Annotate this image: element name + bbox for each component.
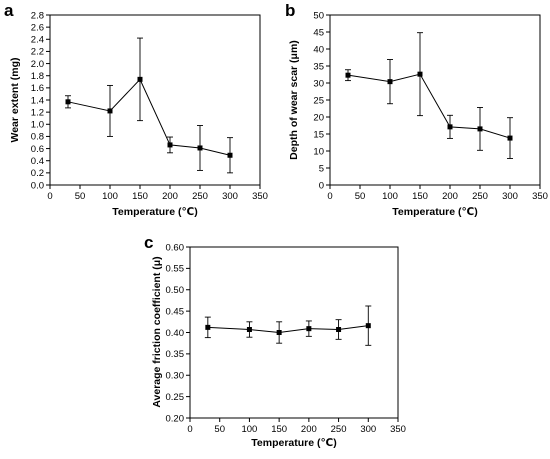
panel-b-data-point — [447, 124, 453, 130]
panel-b-y-tick-label: 5 — [319, 163, 324, 174]
panel-b-x-tick-label: 200 — [442, 191, 458, 202]
panel-c-x-axis-label: Temperature (℃) — [251, 437, 336, 449]
panel-c-series-line — [207, 325, 369, 334]
panel-a-y-tick-label: 0.6 — [31, 144, 44, 155]
panel-b-x-axis-label: Temperature (℃) — [392, 206, 477, 218]
panel-c-letter: c — [144, 233, 153, 252]
panel-a-y-tick-label: 1.2 — [31, 107, 44, 118]
panel-a-x-tick-label: 100 — [102, 191, 118, 202]
panel-a-y-tick-label: 1.8 — [31, 71, 44, 82]
panel-c-y-tick-label: 0.25 — [166, 392, 185, 403]
panel-a-x-tick-label: 0 — [47, 191, 52, 202]
panel-c-data-point — [365, 323, 371, 329]
panel-a-y-axis-label: Wear extent (mg) — [9, 58, 21, 143]
panel-a-series-line — [67, 78, 231, 156]
panel-b-y-tick-label: 10 — [313, 146, 324, 157]
panel-b-x-tick-label: 350 — [532, 191, 548, 202]
panel-a-x-tick-label: 200 — [162, 191, 178, 202]
panel-a-x-tick-label: 250 — [192, 191, 208, 202]
panel-b-data-point — [477, 126, 483, 132]
panel-b-data-point — [417, 71, 423, 77]
panel-a-x-axis-label: Temperature (℃) — [112, 206, 197, 218]
panel-a-x-tick-label: 50 — [75, 191, 86, 202]
panel-c-y-tick-label: 0.50 — [166, 285, 185, 296]
panel-a-data-point — [65, 99, 71, 105]
panel-a-y-tick-label: 0.8 — [31, 132, 44, 143]
panel-b-y-tick-label: 35 — [313, 61, 324, 72]
panel-a-data-point — [197, 145, 203, 151]
panel-a-x-tick-label: 150 — [132, 191, 148, 202]
panel-b-y-tick-label: 25 — [313, 95, 324, 106]
panel-b-x-tick-label: 50 — [355, 191, 366, 202]
panel-a-y-tick-label: 2.8 — [31, 10, 44, 21]
panel-b-series-line — [347, 73, 511, 139]
panel-c-frame — [189, 246, 399, 419]
panel-a-y-tick-label: 2.4 — [31, 35, 44, 46]
panel-a-y-tick-label: 2.6 — [31, 22, 44, 33]
panel-c-y-tick-label: 0.45 — [166, 306, 185, 317]
panel-c-data-point — [246, 327, 252, 333]
panel-a-data-point — [167, 142, 173, 148]
panel-c-y-tick-label: 0.40 — [166, 328, 185, 339]
panel-a-y-tick-label: 2.2 — [31, 47, 44, 58]
panel-a-x-tick-label: 350 — [252, 191, 268, 202]
panel-b-data-point — [507, 135, 513, 141]
panel-b-x-tick-label: 150 — [412, 191, 428, 202]
panel-b-y-tick-label: 20 — [313, 112, 324, 123]
panel-b-data-point — [345, 72, 351, 78]
panel-c-x-tick-label: 100 — [241, 424, 257, 435]
panel-b-y-tick-label: 30 — [313, 78, 324, 89]
panel-c-x-tick-label: 350 — [390, 424, 406, 435]
panel-a-y-tick-label: 1.4 — [31, 95, 44, 106]
panel-a-data-point — [107, 108, 113, 114]
panel-b-x-tick-label: 100 — [382, 191, 398, 202]
panel-c-data-point — [306, 326, 312, 332]
panel-a-frame — [49, 14, 261, 186]
panel-b-y-tick-label: 15 — [313, 129, 324, 140]
panel-b-y-axis-label: Depth of wear scar (μm) — [288, 40, 300, 160]
panel-c-y-tick-label: 0.35 — [166, 349, 185, 360]
panel-c-data-point — [276, 330, 282, 335]
panel-a-letter: a — [4, 1, 14, 20]
panel-a-y-tick-label: 1.0 — [31, 120, 44, 131]
panel-c-x-tick-label: 50 — [214, 424, 225, 435]
panel-a-data-point — [137, 76, 143, 82]
panel-b-y-tick-label: 50 — [313, 10, 324, 21]
panel-b-letter: b — [285, 1, 295, 20]
panel-c-x-tick-label: 150 — [271, 424, 287, 435]
panel-b-y-tick-label: 0 — [319, 180, 324, 191]
panel-b-x-tick-label: 300 — [502, 191, 518, 202]
panel-c-y-tick-label: 0.55 — [166, 264, 185, 275]
panel-c-x-tick-label: 250 — [331, 424, 347, 435]
panel-a-y-tick-label: 2.0 — [31, 59, 44, 70]
panel-c-x-tick-label: 0 — [187, 424, 192, 435]
panel-a-y-tick-label: 1.6 — [31, 83, 44, 94]
panel-c-x-tick-label: 300 — [360, 424, 376, 435]
panel-b-x-tick-label: 250 — [472, 191, 488, 202]
panel-c-data-point — [336, 327, 342, 333]
panel-c-y-tick-label: 0.60 — [166, 242, 185, 253]
panel-a-y-tick-label: 0.2 — [31, 168, 44, 179]
panel-c-x-tick-label: 200 — [301, 424, 317, 435]
panel-c-y-axis-label: Average friction coefficient (μ) — [151, 256, 163, 407]
panel-a-x-tick-label: 300 — [222, 191, 238, 202]
panel-a-y-tick-label: 0.0 — [31, 180, 44, 191]
panel-c-y-tick-label: 0.30 — [166, 371, 185, 382]
panel-b-y-tick-label: 40 — [313, 44, 324, 55]
panel-b-data-point — [387, 79, 393, 85]
panel-b-y-tick-label: 45 — [313, 27, 324, 38]
panel-c-y-tick-label: 0.20 — [166, 413, 185, 424]
panel-a-data-point — [227, 152, 233, 158]
panel-b-x-tick-label: 0 — [327, 191, 332, 202]
panel-c-data-point — [205, 324, 211, 330]
panel-a-y-tick-label: 0.4 — [31, 156, 44, 167]
